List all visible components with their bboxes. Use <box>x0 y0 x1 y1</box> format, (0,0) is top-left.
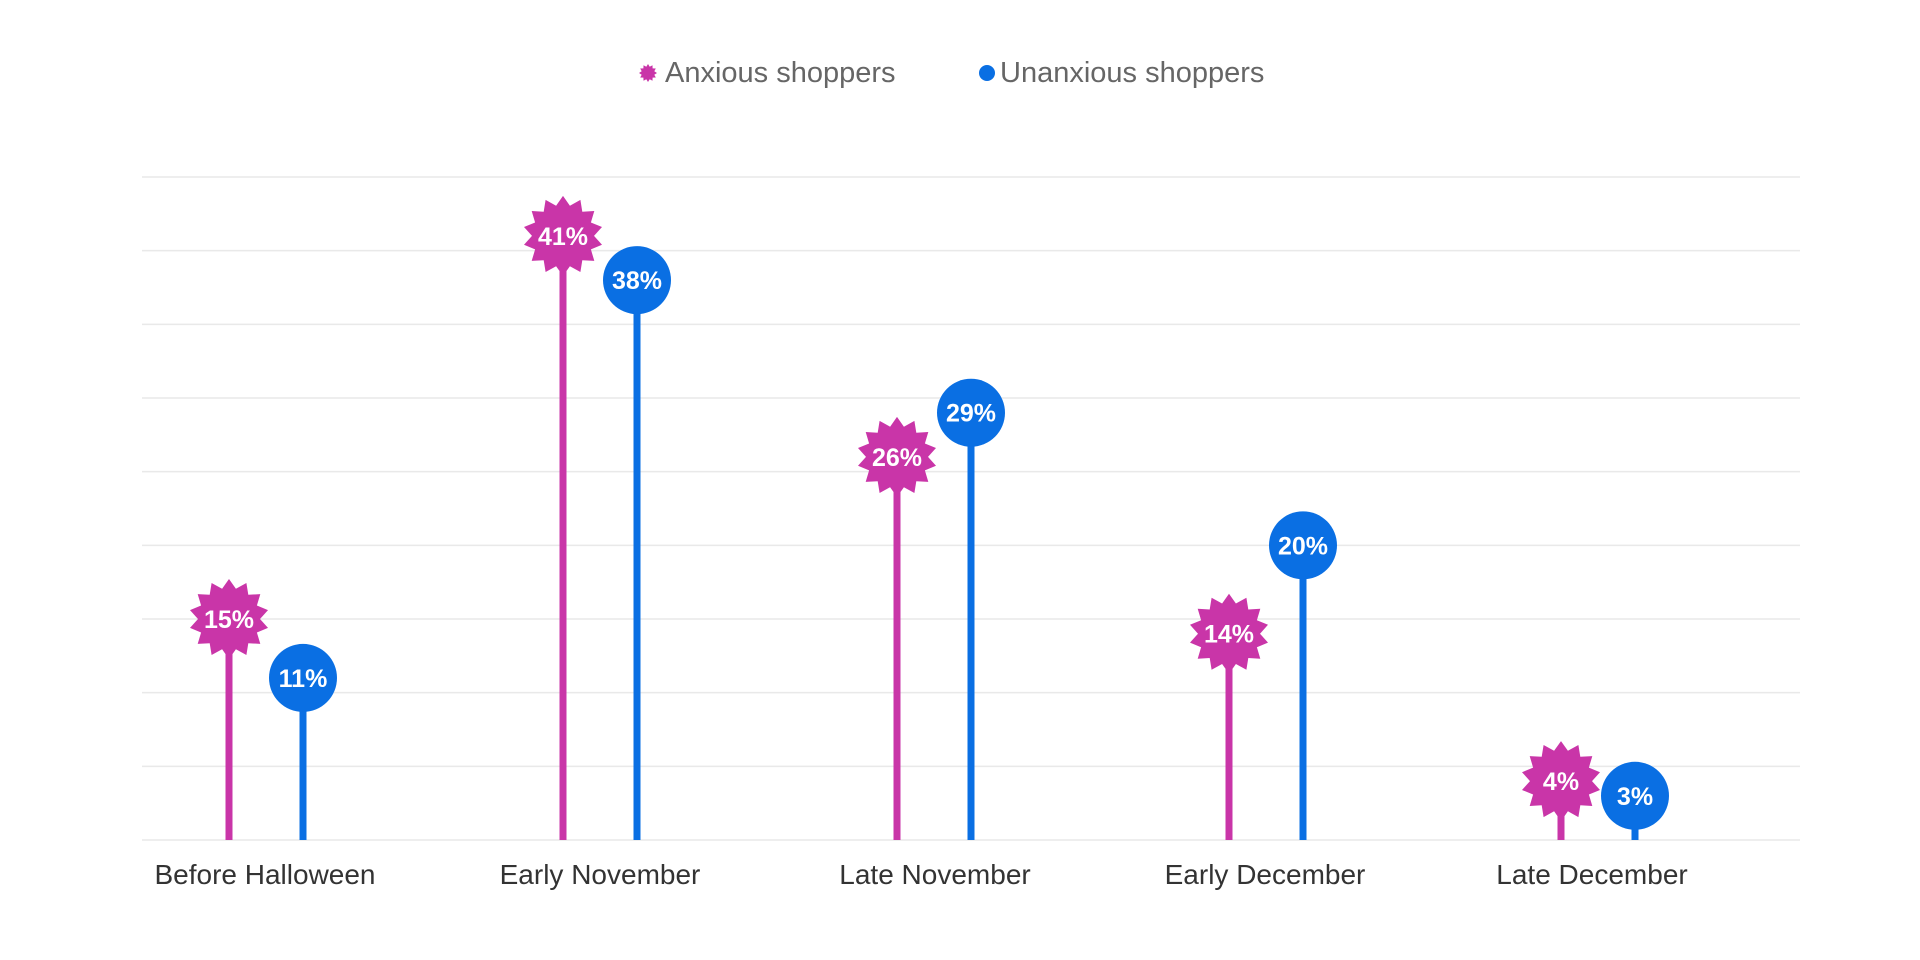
x-tick-label: Late November <box>839 859 1030 890</box>
x-tick-label: Late December <box>1496 859 1687 890</box>
starburst-marker <box>524 195 602 276</box>
lollipop-stem <box>1299 545 1307 840</box>
circle-marker <box>603 246 671 315</box>
anxious-lollipop[interactable]: 15% <box>190 579 268 840</box>
circle-marker <box>937 378 1005 447</box>
unanxious-lollipop[interactable]: 29% <box>937 378 1005 840</box>
unanxious-lollipop[interactable]: 20% <box>1269 511 1337 840</box>
circle-marker <box>269 643 337 712</box>
data-label: 26% <box>872 444 922 472</box>
x-tick-label: Before Halloween <box>154 859 375 890</box>
x-axis-tick-labels: Before Halloween Early November Late Nov… <box>154 859 1687 890</box>
x-tick-label: Early December <box>1165 859 1366 890</box>
circle-marker <box>1601 761 1669 830</box>
data-label: 14% <box>1204 621 1254 649</box>
data-label: 3% <box>1617 783 1653 811</box>
data-label: 11% <box>279 665 328 693</box>
legend-marker-anxious <box>639 64 657 82</box>
lollipop-stem <box>633 280 641 841</box>
legend-marker-unanxious <box>979 65 995 81</box>
starburst-marker <box>1190 593 1268 674</box>
lollipop-stem <box>967 412 975 840</box>
lollipop-stem <box>299 677 307 840</box>
unanxious-lollipop[interactable]: 11% <box>269 643 337 840</box>
series-marks: 15% 41% 26% 14% 4% 11% 38% 29% 20% 3% <box>190 195 1669 841</box>
anxious-lollipop[interactable]: 14% <box>1190 593 1268 840</box>
legend-label-unanxious: Unanxious shoppers <box>1000 57 1264 89</box>
legend-label-anxious: Anxious shoppers <box>665 57 896 89</box>
data-label: 15% <box>204 606 254 634</box>
starburst-marker <box>1522 741 1600 822</box>
data-label: 4% <box>1543 768 1579 796</box>
data-label: 41% <box>538 223 588 251</box>
lollipop-stem <box>225 619 233 840</box>
unanxious-lollipop[interactable]: 3% <box>1601 761 1669 840</box>
anxious-lollipop[interactable]: 26% <box>858 416 936 840</box>
data-label: 29% <box>946 400 996 428</box>
lollipop-stem <box>559 235 567 840</box>
legend-item-anxious[interactable]: Anxious shoppers <box>639 57 896 89</box>
starburst-marker <box>858 416 936 497</box>
circle-marker <box>1269 511 1337 580</box>
data-label: 20% <box>1278 532 1328 560</box>
anxious-lollipop[interactable]: 41% <box>524 195 602 840</box>
data-label: 38% <box>612 267 662 295</box>
unanxious-lollipop[interactable]: 38% <box>603 246 671 841</box>
lollipop-stem <box>893 456 901 840</box>
starburst-marker <box>190 579 268 659</box>
x-tick-label: Early November <box>500 859 701 890</box>
anxious-lollipop[interactable]: 4% <box>1522 741 1600 840</box>
lollipop-stem <box>1225 633 1233 840</box>
legend-item-unanxious[interactable]: Unanxious shoppers <box>979 57 1264 89</box>
legend: Anxious shoppers Unanxious shoppers <box>639 57 1264 89</box>
